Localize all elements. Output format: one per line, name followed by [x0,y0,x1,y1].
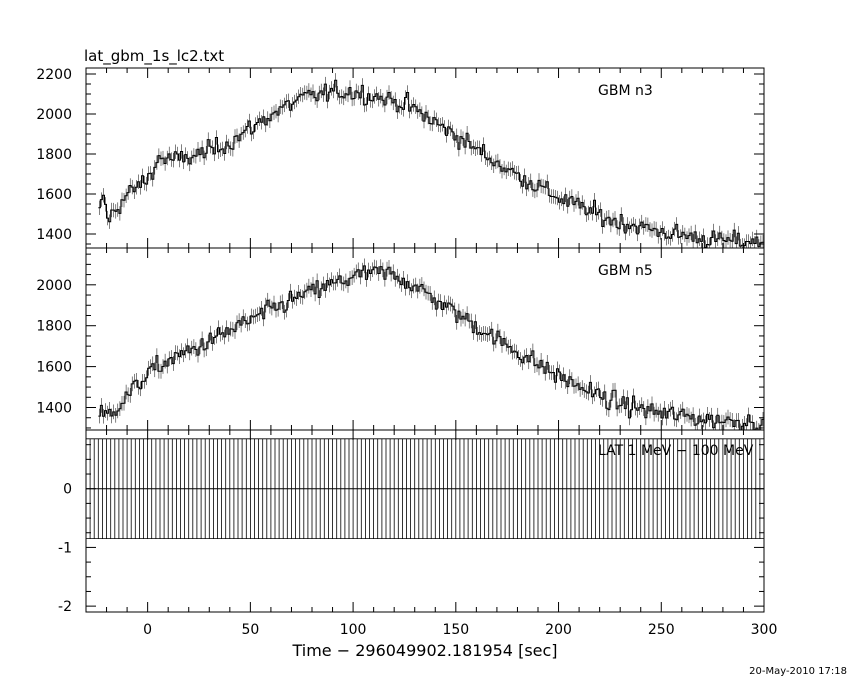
series-group [98,258,764,430]
panel-gbm-n3: 1400 1600 1800 2000 2200 GBM n3 [36,67,765,249]
y-tick-label: -1 [58,540,72,556]
x-tick-label: 100 [340,622,367,638]
series-group: LAT 1 MeV − 100 MeV [86,438,764,540]
chart-title: lat_gbm_1s_lc2.txt [84,47,224,66]
x-tick-label: 50 [241,622,259,638]
panel-lat: LAT 1 MeV − 100 MeV -2 -1 0 [58,429,765,615]
x-tick-label: 300 [751,622,778,638]
timestamp: 20-May-2010 17:18 [749,666,847,677]
series-group [98,73,764,248]
y-tick-label: 1400 [36,401,72,417]
x-tick-label: 250 [648,622,675,638]
y-tick-label: 1600 [36,187,72,203]
y-tick-label: 1400 [36,227,72,243]
y-tick-label: 0 [63,482,72,498]
x-tick-label: 0 [143,622,152,638]
panel-label: GBM n5 [598,263,653,279]
y-tick-label: 2000 [36,278,72,294]
y-tick-label: 2200 [36,67,72,83]
y-tick-label: -2 [58,599,72,615]
x-tick-label: 150 [442,622,469,638]
light-curve [98,79,764,248]
light-curve [98,265,764,430]
y-tick-label: 1800 [36,319,72,335]
y-tick-label: 1600 [36,360,72,376]
x-tick-label: 200 [545,622,572,638]
panel-label: LAT 1 MeV − 100 MeV [598,443,754,459]
panel-label: GBM n3 [598,83,653,99]
x-axis-label: Time − 296049902.181954 [sec] [291,641,557,660]
x-axis: 0 50 100 150 200 250 300 [143,622,777,638]
panel-gbm-n5: 1400 1600 1800 2000 GBM n5 [36,247,765,431]
y-tick-label: 1800 [36,147,72,163]
y-tick-label: 2000 [36,107,72,123]
